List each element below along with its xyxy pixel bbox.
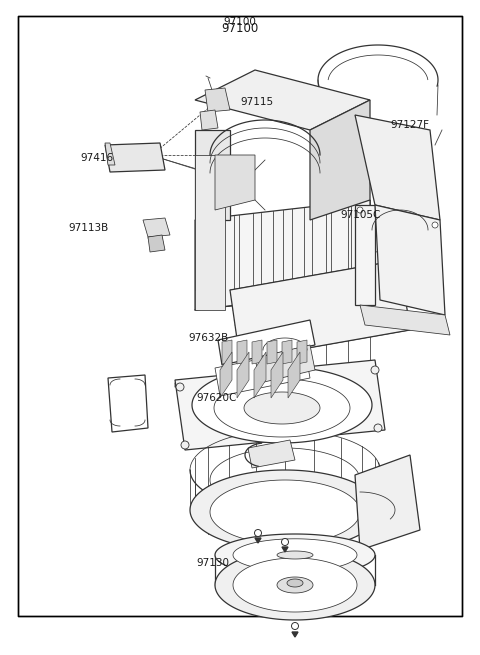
Text: 97130: 97130 — [196, 558, 229, 568]
Polygon shape — [237, 340, 247, 364]
Polygon shape — [255, 538, 261, 543]
Polygon shape — [195, 130, 230, 220]
Circle shape — [432, 222, 438, 228]
Polygon shape — [215, 550, 375, 620]
Polygon shape — [310, 100, 370, 220]
Polygon shape — [254, 352, 266, 398]
Polygon shape — [192, 367, 372, 443]
Polygon shape — [105, 143, 165, 172]
Polygon shape — [252, 340, 262, 364]
Polygon shape — [148, 235, 165, 252]
Polygon shape — [375, 205, 445, 315]
Polygon shape — [200, 110, 218, 130]
Circle shape — [254, 529, 262, 536]
Polygon shape — [143, 218, 170, 237]
Polygon shape — [288, 352, 300, 398]
Circle shape — [181, 441, 189, 449]
Text: 97100: 97100 — [224, 17, 256, 27]
Polygon shape — [195, 155, 225, 310]
Polygon shape — [215, 350, 310, 396]
Polygon shape — [108, 375, 148, 432]
Polygon shape — [214, 379, 350, 437]
Circle shape — [357, 207, 363, 213]
Polygon shape — [282, 340, 292, 364]
Polygon shape — [105, 143, 115, 165]
Circle shape — [291, 622, 299, 629]
Polygon shape — [297, 340, 307, 364]
Text: 97105C: 97105C — [340, 210, 380, 220]
Text: 97416: 97416 — [80, 153, 113, 163]
Circle shape — [176, 383, 184, 391]
Text: 97127F: 97127F — [390, 120, 429, 130]
Text: 97100: 97100 — [221, 22, 259, 35]
Text: 97113B: 97113B — [68, 223, 108, 233]
Polygon shape — [230, 260, 410, 360]
Circle shape — [371, 366, 379, 374]
Polygon shape — [282, 547, 288, 552]
Polygon shape — [220, 352, 232, 398]
Polygon shape — [355, 115, 440, 220]
Polygon shape — [222, 340, 232, 364]
Polygon shape — [355, 205, 375, 305]
Polygon shape — [215, 534, 375, 576]
Polygon shape — [355, 455, 420, 550]
Polygon shape — [210, 480, 360, 544]
Polygon shape — [205, 88, 230, 112]
Polygon shape — [277, 551, 313, 559]
Polygon shape — [233, 539, 357, 571]
Polygon shape — [218, 320, 315, 365]
Polygon shape — [195, 70, 370, 130]
Polygon shape — [277, 577, 313, 593]
Polygon shape — [215, 155, 255, 210]
Polygon shape — [237, 352, 249, 398]
Polygon shape — [190, 470, 380, 550]
Polygon shape — [248, 440, 295, 468]
Polygon shape — [271, 352, 283, 398]
Circle shape — [281, 538, 288, 546]
Polygon shape — [267, 340, 277, 364]
Text: 97620C: 97620C — [196, 393, 236, 403]
Polygon shape — [195, 200, 370, 310]
Polygon shape — [233, 558, 357, 612]
Polygon shape — [287, 579, 303, 587]
Polygon shape — [360, 305, 450, 335]
Text: 97115: 97115 — [240, 97, 273, 107]
Polygon shape — [244, 392, 320, 424]
Text: 97632B: 97632B — [188, 333, 228, 343]
Circle shape — [374, 424, 382, 432]
Polygon shape — [255, 345, 315, 383]
Polygon shape — [175, 360, 385, 450]
Polygon shape — [292, 632, 298, 637]
